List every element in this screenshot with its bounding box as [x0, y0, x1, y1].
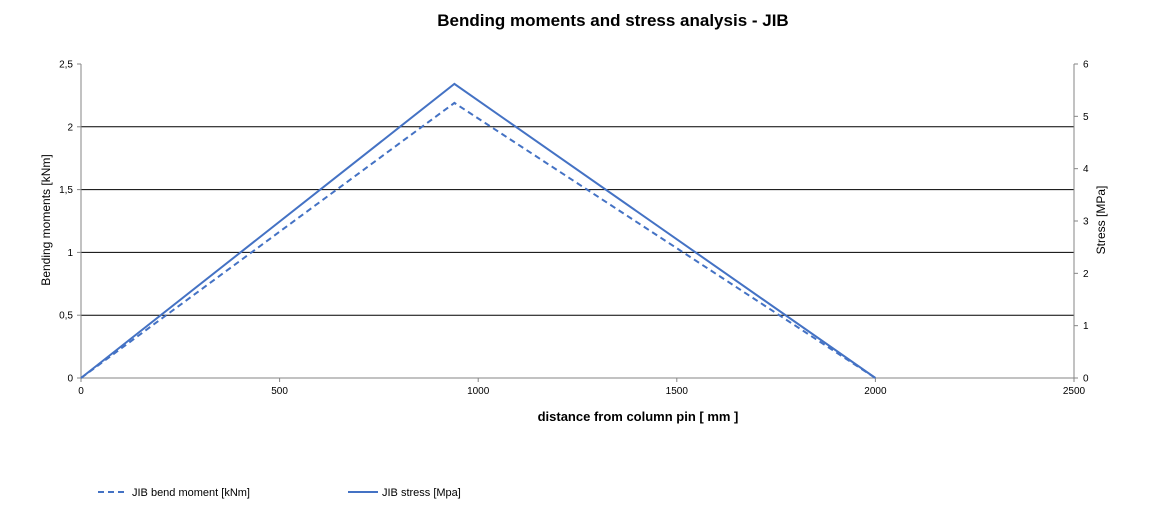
y2-tick-label-1: 1 — [1083, 321, 1089, 332]
series-lines — [80, 82, 876, 379]
legend-label-0: JIB bend moment [kNm] — [132, 487, 250, 499]
y-tick-label-5: 2,5 — [59, 60, 73, 71]
y-tick-label-3: 1,5 — [59, 185, 73, 196]
x-axis-title: distance from column pin [ mm ] — [538, 409, 739, 424]
series-line-stress — [80, 82, 876, 379]
x-tick-label-0: 0 — [78, 386, 84, 397]
x-tick-label-5: 2500 — [1063, 386, 1086, 397]
y2-tick-label-4: 4 — [1083, 164, 1089, 175]
tick-labels: 0 0,5 1 1,5 2 2,5 0 1 2 3 4 5 6 0 500 1000 1500 2000 2500 — [59, 60, 1089, 398]
x-tick-label-1: 500 — [271, 386, 288, 397]
y2-tick-label-6: 6 — [1083, 60, 1089, 71]
y2-axis-title: Stress [MPa] — [1094, 186, 1108, 255]
x-tick-label-4: 2000 — [864, 386, 887, 397]
y-axis-title: Bending moments [kNm] — [39, 154, 53, 285]
gridlines — [81, 126, 1074, 316]
y2-tick-label-0: 0 — [1083, 374, 1089, 385]
y2-tick-label-3: 3 — [1083, 217, 1089, 228]
legend: JIB bend moment [kNm] JIB stress [Mpa] — [98, 487, 461, 499]
y2-tick-label-2: 2 — [1083, 269, 1089, 280]
y-tick-label-4: 2 — [67, 122, 73, 133]
x-tick-label-3: 1500 — [666, 386, 689, 397]
chart-title: Bending moments and stress analysis - JI… — [437, 11, 788, 30]
y-tick-label-1: 0,5 — [59, 311, 73, 322]
axes — [77, 63, 1078, 382]
x-tick-label-2: 1000 — [467, 386, 490, 397]
y2-tick-label-5: 5 — [1083, 112, 1089, 123]
legend-label-1: JIB stress [Mpa] — [382, 487, 461, 499]
y-tick-label-0: 0 — [67, 374, 73, 385]
series-line-bend-moment — [80, 101, 876, 379]
y-tick-label-2: 1 — [67, 248, 73, 259]
